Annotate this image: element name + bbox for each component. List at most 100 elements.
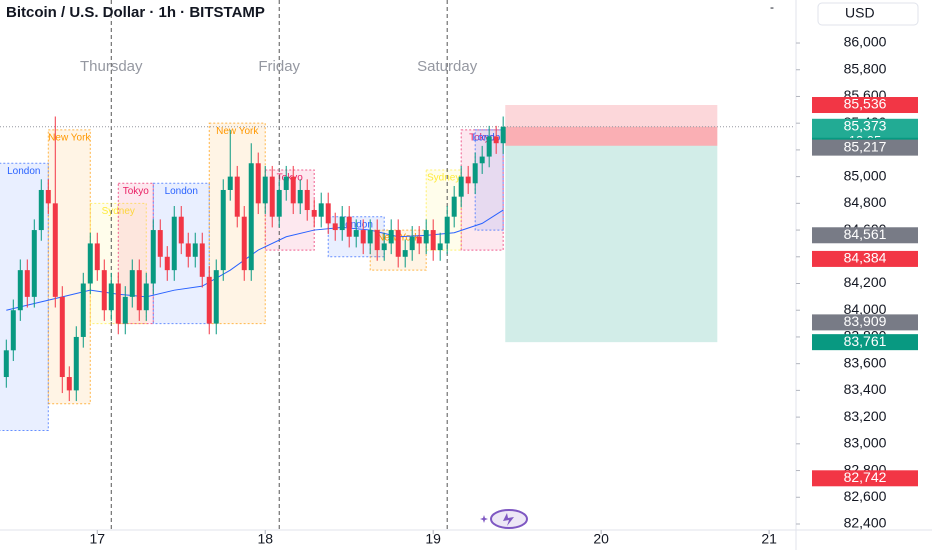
candle-body [157, 230, 163, 257]
session-label: New York [216, 126, 259, 137]
price-label-box [812, 470, 918, 487]
session-label: London [165, 186, 198, 197]
price-label: 85,373 [844, 117, 887, 133]
plot-area: London New York Sydney Tokyo London New York T… [0, 0, 795, 530]
target-zone [505, 145, 718, 343]
candle-body [143, 283, 149, 311]
candle-body [227, 176, 233, 190]
session-label: London [7, 166, 40, 177]
price-label-box [812, 139, 918, 156]
candle-body [318, 203, 324, 217]
open-loss-zone [505, 126, 718, 146]
candle-body [423, 230, 429, 244]
chart-title: Bitcoin / U.S. Dollar · 1h · BITSTAMP [6, 4, 265, 21]
candle-body [101, 270, 107, 311]
candle-body [339, 216, 345, 231]
candle-body [395, 230, 401, 257]
candle-body [94, 243, 100, 271]
x-tick-label: 21 [761, 531, 777, 547]
candle-body [402, 250, 408, 257]
session-label: Tokyo [123, 186, 150, 197]
candle-body [66, 377, 72, 391]
candle-body [283, 176, 289, 190]
day-label: Friday [258, 58, 300, 75]
y-tick-label: 84,200 [844, 274, 887, 290]
price-label-box [812, 97, 918, 114]
candle-body [500, 126, 506, 144]
candle-body [290, 176, 296, 204]
day-label: Thursday [80, 58, 143, 75]
candle-body [458, 176, 464, 197]
candle-body [444, 216, 450, 244]
candle-body [178, 216, 184, 244]
price-label: 84,561 [844, 226, 887, 242]
candle-body [192, 243, 198, 257]
candle-body [38, 189, 44, 231]
y-tick-label: 84,800 [844, 194, 887, 210]
candle-body [367, 230, 373, 244]
price-label: 85,217 [844, 138, 887, 154]
candle-body [248, 163, 254, 271]
y-tick-label: 84,000 [844, 301, 887, 317]
candle-body [255, 163, 261, 204]
candle-body [164, 256, 170, 271]
x-tick-label: 19 [425, 531, 441, 547]
price-label: 83,761 [844, 333, 887, 349]
candle-body [332, 223, 338, 231]
candle-body [171, 216, 177, 271]
currency[interactable]: USD [845, 5, 875, 21]
candle-body [80, 283, 86, 337]
candle-body [486, 136, 492, 157]
price-label: 85,536 [844, 96, 887, 112]
currency-button[interactable] [817, 2, 919, 26]
candle-body [185, 243, 191, 257]
candle-body [416, 236, 422, 244]
y-tick-label: 82,400 [844, 515, 887, 531]
candle-body [234, 176, 240, 217]
y-tick-label: 83,200 [844, 408, 887, 424]
candle-body [24, 270, 30, 297]
candle-body [10, 310, 16, 351]
candle-body [52, 203, 58, 297]
session-label: New York [48, 133, 91, 144]
session-label: Tokyo [469, 133, 496, 144]
session-label: Tokyo [277, 173, 304, 184]
y-tick-label: 82,600 [844, 488, 887, 504]
candle-body [374, 230, 380, 251]
candle-body [325, 203, 331, 224]
candle-body [115, 283, 121, 324]
candle-body [409, 236, 415, 251]
candle-body [220, 189, 226, 271]
candle-body [388, 230, 394, 244]
candle-body [346, 216, 352, 237]
candle-body [199, 243, 205, 277]
price-label: 84,384 [844, 250, 887, 266]
y-tick-label: 85,800 [844, 60, 887, 76]
candle-body [206, 276, 212, 324]
candle-body [360, 230, 366, 244]
x-tick-label: 20 [593, 531, 609, 547]
candle-body [213, 270, 219, 324]
menu-dash[interactable]: - [770, 0, 774, 14]
candle-body [311, 210, 317, 217]
candle-body [465, 176, 471, 184]
candle-body [108, 283, 114, 311]
candle-body [430, 230, 436, 251]
candle-body [87, 243, 93, 284]
candle-body [122, 296, 128, 324]
candle-body [45, 189, 51, 204]
price-label: 83,909 [844, 313, 887, 329]
x-tick-label: 18 [257, 531, 273, 547]
candle-body [381, 243, 387, 251]
candle-body [150, 230, 156, 284]
stop-zone [505, 105, 718, 146]
session-label: Sydney [427, 173, 460, 184]
candle-body [241, 216, 247, 271]
candle-body [73, 336, 79, 391]
candle-body [129, 270, 135, 297]
candle-body [437, 243, 443, 251]
candle-body [269, 176, 275, 217]
candle-body [3, 350, 9, 378]
price-label-box [812, 314, 918, 331]
